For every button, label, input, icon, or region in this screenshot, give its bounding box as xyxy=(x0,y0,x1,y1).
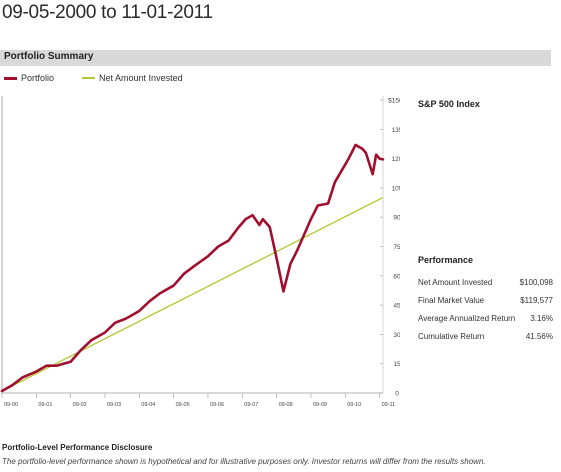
sp500-index-label: S&P 500 Index xyxy=(418,99,480,109)
performance-panel: Performance Net Amount Invested $100,098… xyxy=(418,255,553,345)
x-tick-label: 09-04 xyxy=(141,402,155,408)
perf-label: Average Annualized Return xyxy=(418,313,516,323)
y-tick-label: 105 xyxy=(392,185,400,192)
series-line-portfolio xyxy=(0,143,385,393)
x-tick-label: 09-09 xyxy=(313,402,327,408)
perf-row-annualized-return: Average Annualized Return 3.16% xyxy=(418,309,553,327)
performance-title: Performance xyxy=(418,255,474,265)
perf-row-net-invested: Net Amount Invested $100,098 xyxy=(418,273,553,291)
y-tick-label: 60 xyxy=(393,273,400,280)
legend-item-portfolio: Portfolio xyxy=(4,73,54,83)
x-tick-label: 09-06 xyxy=(210,402,224,408)
y-tick-label: 15 xyxy=(393,361,400,368)
x-tick-label: 09-02 xyxy=(73,402,87,408)
perf-value: $100,098 xyxy=(519,277,553,287)
y-tick-label: 30 xyxy=(393,332,400,339)
perf-value: 3.16% xyxy=(530,313,553,323)
legend-label-portfolio: Portfolio xyxy=(21,73,55,83)
y-tick-label: 0 xyxy=(395,391,399,398)
perf-label: Net Amount Invested xyxy=(418,277,493,287)
x-tick-label: 09-11 xyxy=(382,402,396,408)
perf-label: Cumulative Return xyxy=(418,331,485,341)
legend-swatch-net-invested xyxy=(82,77,96,79)
y-tick-label: 120 xyxy=(392,156,400,163)
y-tick-label: 75 xyxy=(393,244,400,251)
perf-value: 41.56% xyxy=(525,331,553,341)
portfolio-summary-header: Portfolio Summary xyxy=(0,50,551,66)
perf-value: $119,577 xyxy=(520,295,553,305)
x-tick-label: 09-03 xyxy=(107,402,121,408)
x-tick-label: 09-01 xyxy=(38,402,52,408)
x-tick-label: 09-07 xyxy=(244,402,258,408)
x-tick-label: 09-00 xyxy=(4,402,18,408)
section-label: Portfolio Summary xyxy=(4,51,94,62)
perf-label: Final Market Value xyxy=(418,295,485,305)
series-line-net-invested xyxy=(1,196,384,392)
portfolio-chart: 0 15 30 45 60 75 90 105 120 135 $150k 09-00 09-01 09-… xyxy=(0,96,400,408)
perf-row-cumulative-return: Cumulative Return 41.56% xyxy=(418,327,553,345)
y-tick-label: 90 xyxy=(393,215,400,222)
y-tick-label: $150k xyxy=(388,98,400,105)
x-tick-label: 09-10 xyxy=(347,402,361,408)
disclosure-title: Portfolio-Level Performance Disclosure xyxy=(2,443,153,452)
legend-swatch-portfolio xyxy=(4,76,17,80)
date-range-title: 09-05-2000 to 11-01-2011 xyxy=(2,2,213,23)
legend-label-net-invested: Net Amount Invested xyxy=(99,73,183,83)
perf-row-final-value: Final Market Value $119,577 xyxy=(418,291,553,309)
x-tick-label: 09-05 xyxy=(176,402,190,408)
legend-item-net-invested: Net Amount Invested xyxy=(82,73,183,83)
y-tick-label: 45 xyxy=(393,303,400,310)
y-tick-label: 135 xyxy=(392,127,400,134)
chart-legend: Portfolio Net Amount Invested xyxy=(4,72,211,84)
x-tick-label: 09-08 xyxy=(279,402,293,408)
disclosure-text: The portfolio-level performance shown is… xyxy=(2,457,486,466)
